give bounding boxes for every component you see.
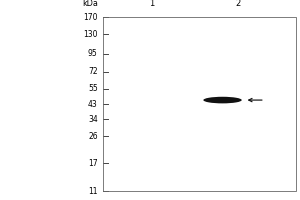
Text: kDa: kDa	[82, 0, 98, 8]
Text: 26: 26	[88, 132, 98, 141]
Text: 95: 95	[88, 49, 98, 58]
Text: 1: 1	[149, 0, 154, 8]
Text: 72: 72	[88, 67, 98, 76]
Text: 43: 43	[88, 100, 98, 109]
Text: 55: 55	[88, 84, 98, 93]
Text: 2: 2	[235, 0, 241, 8]
Text: 11: 11	[88, 186, 98, 196]
Ellipse shape	[203, 97, 242, 103]
Text: 17: 17	[88, 159, 98, 168]
Text: 170: 170	[83, 12, 98, 21]
Text: 130: 130	[83, 30, 98, 39]
Text: 34: 34	[88, 115, 98, 124]
